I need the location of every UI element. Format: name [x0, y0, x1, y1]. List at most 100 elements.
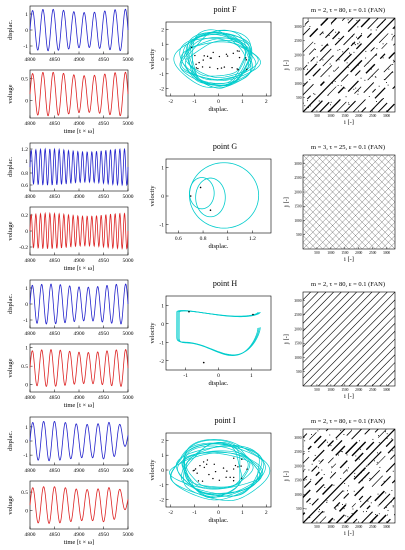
rp-line	[381, 42, 388, 50]
rp-dot	[353, 88, 355, 90]
xtick-label: 4800	[25, 194, 36, 200]
rp-content	[270, 18, 395, 112]
ytick-label: 500	[296, 370, 302, 374]
rp-line	[273, 465, 276, 468]
rp-dot	[346, 470, 348, 472]
rp-line	[334, 35, 345, 46]
xtick-label: 4850	[49, 57, 60, 63]
poincare-point	[213, 463, 215, 465]
rp-dot	[305, 508, 307, 510]
rp-line	[303, 155, 323, 176]
rp-line	[305, 63, 318, 76]
rp-dot	[385, 445, 387, 447]
rp-dot	[338, 454, 339, 456]
rp-dot	[387, 509, 389, 511]
rp-dot	[345, 96, 347, 98]
phase-orbit	[181, 452, 254, 488]
rp-dot	[337, 84, 339, 86]
rp-line	[371, 362, 395, 386]
ytick-label: 2500	[294, 450, 301, 454]
rp-content	[273, 429, 395, 523]
rp-line	[393, 60, 395, 63]
timeseries-displacement: 1.2 1 0.8 0.6 displac. 4800 4850 4900 4950 5000	[7, 142, 134, 200]
rp-dot	[337, 49, 339, 51]
rp-line	[347, 80, 359, 92]
ytick-label: 1	[25, 425, 28, 431]
poincare-point	[232, 480, 235, 482]
rp-line	[379, 53, 386, 60]
rp-dot	[329, 63, 331, 65]
rp-line	[351, 503, 356, 508]
rp-dot	[311, 463, 313, 465]
poincare-point	[232, 468, 235, 470]
rp-dot	[357, 90, 359, 92]
rp-dot	[339, 49, 341, 50]
rp-line	[325, 28, 335, 39]
rp-line	[270, 106, 276, 112]
phase-ylabel: velocity	[149, 459, 156, 481]
displacement-series-line	[29, 283, 129, 325]
rp-line	[279, 486, 289, 496]
rp-dot	[356, 36, 357, 38]
xtick-label: 1	[226, 236, 229, 242]
poincare-point	[190, 46, 193, 48]
ytick-label: -1	[159, 340, 164, 346]
rp-dot	[329, 444, 331, 446]
rp-line	[303, 292, 357, 348]
rp-dot	[374, 76, 376, 78]
rp-dot	[360, 472, 362, 474]
xtick-label: 0.8	[200, 236, 207, 242]
rp-line	[309, 432, 317, 440]
rp-dot	[336, 438, 338, 440]
rp-line	[361, 511, 373, 523]
recurrence-plot: 500 500 1000 1000 1500 1500 2000 2000 2500 2500 30…	[270, 17, 396, 126]
rp-line	[276, 36, 285, 45]
rp-dot	[386, 433, 388, 435]
rp-dot	[343, 433, 345, 435]
rp-dot	[322, 59, 324, 61]
poincare-point	[231, 66, 233, 69]
timeseries-displacement: 1 0 -1 displac. 4800 4850 4900 4950 5000	[7, 279, 134, 337]
row-1: point F m = 2, τ = 80, ε = 0.1 (FAN) 1 0 -1 d…	[7, 5, 396, 135]
poincare-point	[201, 480, 204, 482]
ytick-label: -1	[159, 72, 164, 78]
poincare-point	[214, 470, 217, 473]
poincare-point	[236, 68, 238, 70]
rp-line	[367, 68, 380, 81]
xtick-label: 4900	[74, 468, 85, 474]
rp-line	[320, 65, 333, 78]
rp-dot	[307, 62, 309, 64]
rp-line	[303, 155, 350, 203]
rp-line	[304, 20, 310, 25]
rp-line	[319, 516, 327, 523]
xtick-label: 500	[314, 525, 320, 529]
xtick-label: 5000	[123, 331, 134, 337]
rp-dot	[332, 55, 334, 57]
rp-content	[303, 155, 395, 249]
ytick-label: -1	[159, 483, 164, 489]
rp-line	[354, 86, 362, 94]
poincare-point	[241, 458, 243, 461]
rp-main-diagonal	[303, 18, 395, 112]
poincare-point	[218, 55, 221, 58]
rp-dot	[327, 45, 329, 47]
rp-line	[352, 518, 358, 523]
row-4: point I m = 2, τ = 80, ε = 0.1 (FAN) 1 0 -1 d…	[7, 416, 396, 546]
rp-line	[374, 87, 386, 99]
rp-dot	[351, 513, 353, 514]
rp-line	[348, 155, 395, 203]
xtick-label: 4850	[49, 532, 60, 538]
rp-line	[377, 429, 387, 438]
xtick-label: -2	[168, 510, 173, 516]
rp-line	[361, 107, 367, 112]
rp-dot	[348, 104, 350, 105]
phase-orbit	[191, 29, 246, 89]
xtick-label: 4800	[25, 468, 36, 474]
rp-ylabel: j [-]	[283, 334, 290, 345]
rp-dot	[387, 84, 389, 86]
poincare-point	[208, 473, 210, 476]
phase-orbit	[169, 442, 263, 498]
rp-line	[351, 429, 362, 440]
poincare-point	[223, 66, 226, 68]
